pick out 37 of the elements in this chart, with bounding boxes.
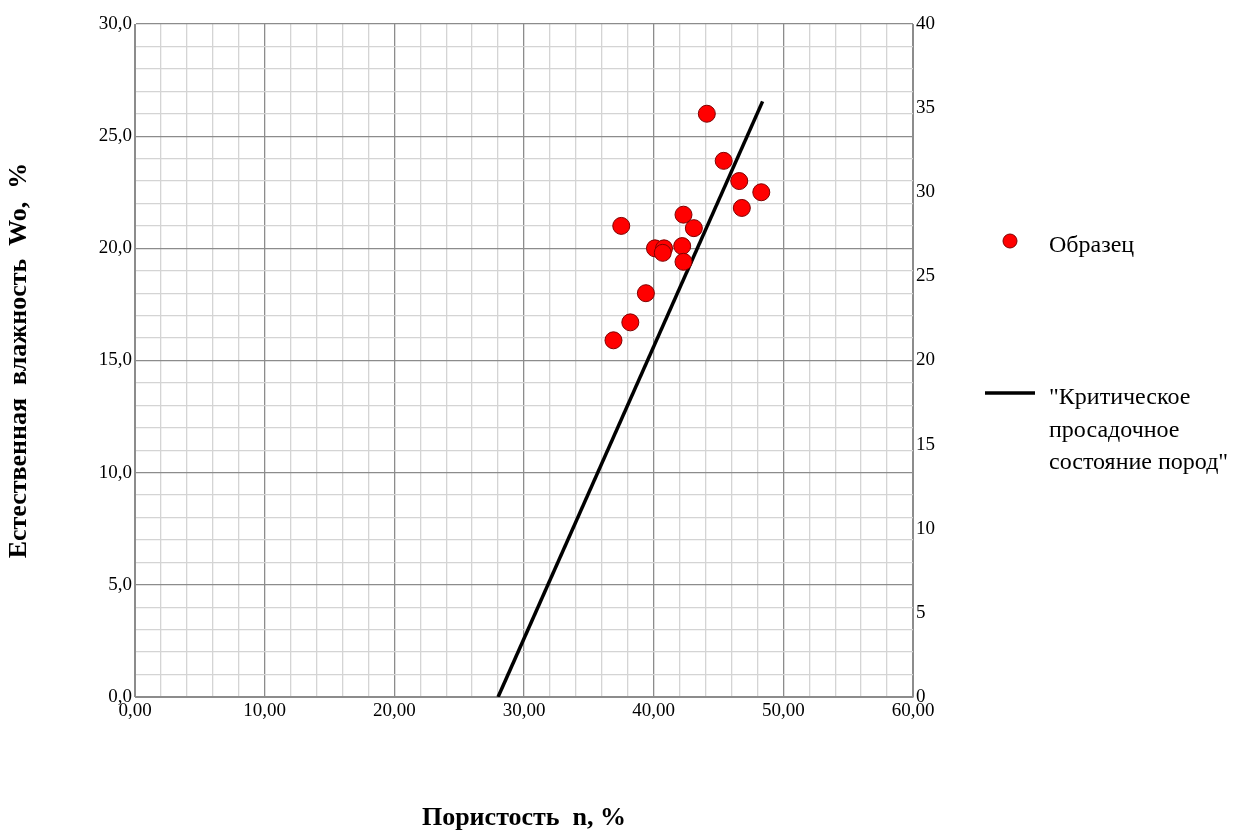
- y2-tick-label: 15: [916, 432, 935, 454]
- y2-tick-label: 25: [916, 264, 935, 286]
- point: [621, 313, 640, 332]
- x-tick-label: 40,00: [632, 699, 676, 721]
- point: [636, 284, 655, 303]
- legend-label: "Критическое просадочное состояние пород": [1049, 382, 1229, 477]
- y2-tick-label: 10: [916, 516, 935, 538]
- x-tick-label: 30,00: [502, 699, 546, 721]
- y2-tick-label: 20: [916, 348, 935, 370]
- point: [730, 172, 749, 191]
- point: [684, 219, 703, 238]
- point: [653, 243, 672, 262]
- x-tick-label: 20,00: [372, 699, 416, 721]
- point: [714, 151, 733, 170]
- point: [674, 205, 693, 224]
- y2-tick-label: 5: [916, 600, 926, 622]
- point: [674, 252, 693, 271]
- y-tick-label: 30,0: [98, 11, 132, 33]
- y-tick-label: 5,0: [108, 572, 132, 594]
- legend-label: Образец: [1049, 230, 1136, 259]
- y-tick-label: 25,0: [98, 124, 132, 146]
- y2-tick-label: 35: [916, 96, 935, 118]
- x-tick-label: 50,00: [761, 699, 805, 721]
- x-axis-title: Пористость n, %: [421, 802, 627, 832]
- y-axis-title: Естественная влажность Wo, %: [3, 162, 33, 559]
- y2-tick-label: 40: [916, 11, 935, 33]
- y-tick-label: 10,0: [98, 460, 132, 482]
- point: [752, 183, 771, 202]
- point: [732, 198, 751, 217]
- x-tick-label: 10,00: [243, 699, 287, 721]
- point: [604, 331, 623, 350]
- y-tick-label: 20,0: [98, 236, 132, 258]
- point: [612, 216, 631, 235]
- y2-tick-label: 30: [916, 180, 935, 202]
- y-tick-label: 15,0: [98, 348, 132, 370]
- point: [673, 237, 692, 256]
- point: [697, 104, 716, 123]
